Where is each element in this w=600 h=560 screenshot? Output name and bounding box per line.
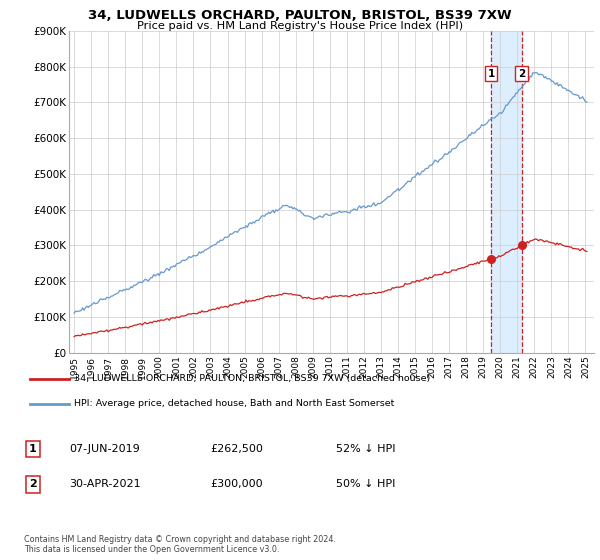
- Text: 07-JUN-2019: 07-JUN-2019: [69, 444, 140, 454]
- Text: 1: 1: [29, 444, 37, 454]
- Text: 34, LUDWELLS ORCHARD, PAULTON, BRISTOL, BS39 7XW: 34, LUDWELLS ORCHARD, PAULTON, BRISTOL, …: [88, 9, 512, 22]
- Text: HPI: Average price, detached house, Bath and North East Somerset: HPI: Average price, detached house, Bath…: [74, 399, 395, 408]
- Text: 30-APR-2021: 30-APR-2021: [69, 479, 140, 489]
- Text: 52% ↓ HPI: 52% ↓ HPI: [336, 444, 395, 454]
- Text: £262,500: £262,500: [210, 444, 263, 454]
- Text: £300,000: £300,000: [210, 479, 263, 489]
- Text: 2: 2: [518, 69, 525, 79]
- Text: Price paid vs. HM Land Registry's House Price Index (HPI): Price paid vs. HM Land Registry's House …: [137, 21, 463, 31]
- Text: 2: 2: [29, 479, 37, 489]
- Text: 1: 1: [487, 69, 494, 79]
- Text: Contains HM Land Registry data © Crown copyright and database right 2024.
This d: Contains HM Land Registry data © Crown c…: [24, 535, 336, 554]
- Text: 34, LUDWELLS ORCHARD, PAULTON, BRISTOL, BS39 7XW (detached house): 34, LUDWELLS ORCHARD, PAULTON, BRISTOL, …: [74, 375, 430, 384]
- Text: 50% ↓ HPI: 50% ↓ HPI: [336, 479, 395, 489]
- Bar: [491, 31, 521, 353]
